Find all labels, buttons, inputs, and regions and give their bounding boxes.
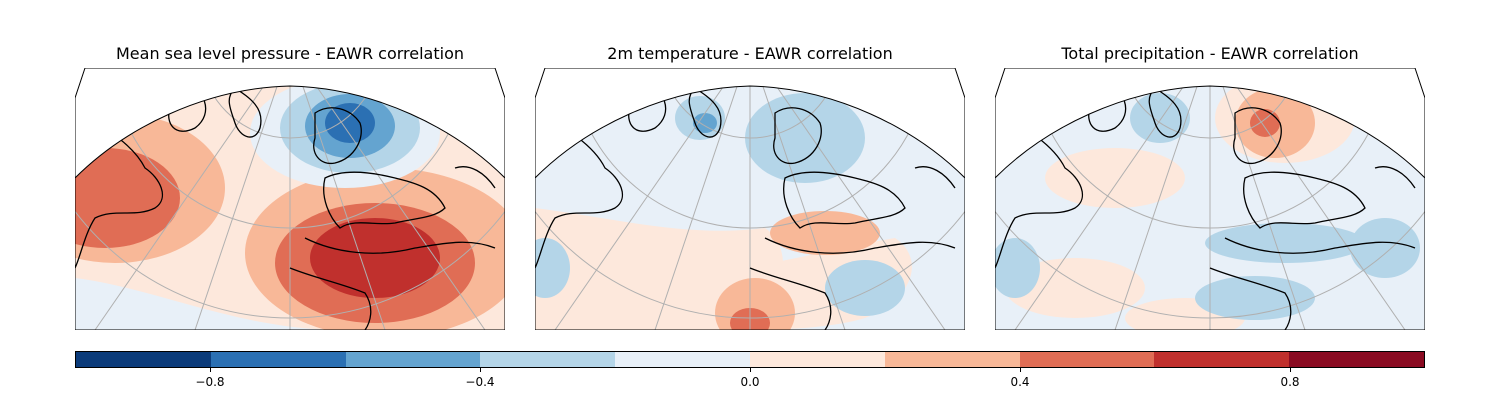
negative-anomaly-west	[995, 238, 1040, 298]
map-panel-tp	[995, 68, 1425, 330]
colorbar-tick	[210, 368, 211, 372]
positive-patch	[1045, 148, 1185, 208]
colorbar-segment	[884, 352, 1020, 367]
panel-title-t2m: 2m temperature - EAWR correlation	[607, 44, 893, 63]
positive-anomaly-mediterranean	[770, 211, 880, 255]
map-frame	[75, 85, 505, 330]
negative-region-south	[75, 278, 335, 330]
colorbar	[75, 351, 1425, 368]
colorbar-tick	[480, 368, 481, 372]
gridlines	[995, 86, 1425, 330]
colorbar-tick-label: −0.8	[195, 375, 225, 389]
colorbar-tick-label: 0.4	[1010, 375, 1030, 389]
negative-anomaly-southwest	[825, 260, 905, 316]
negative-anomaly-scandinavia-core	[325, 103, 375, 143]
colorbar-tick-label: 0.8	[1280, 375, 1300, 389]
colorbar-tick	[1290, 368, 1291, 372]
positive-anomaly-east	[875, 86, 965, 123]
negative-anomaly-mediterranean	[1205, 223, 1365, 263]
map-frame	[995, 85, 1425, 330]
colorbar-tick-label: 0.0	[740, 375, 760, 389]
colorbar-segment	[749, 352, 885, 367]
negative-anomaly-africa	[1195, 276, 1315, 320]
colorbar-segment	[210, 352, 346, 367]
colorbar-tick	[750, 368, 751, 372]
panel-title-mslp: Mean sea level pressure - EAWR correlati…	[116, 44, 464, 63]
colorbar-tick	[1020, 368, 1021, 372]
map-panel-mslp	[75, 68, 505, 330]
colorbar-segment	[1154, 352, 1290, 367]
map-frame	[535, 85, 965, 330]
colorbar-segment	[480, 352, 616, 367]
negative-anomaly-east	[1350, 218, 1420, 278]
map-panel-t2m	[535, 68, 965, 330]
negative-anomaly-greenland-core	[693, 113, 717, 133]
negative-anomaly-west	[535, 238, 570, 298]
negative-anomaly-scandinavia	[745, 93, 865, 183]
positive-anomaly-mediterranean-core	[310, 218, 440, 298]
gridlines	[75, 86, 505, 330]
colorbar-segment	[345, 352, 481, 367]
colorbar-segment	[615, 352, 750, 367]
positive-anomaly-west-core	[75, 148, 180, 248]
colorbar-segment	[1019, 352, 1155, 367]
panel-title-tp: Total precipitation - EAWR correlation	[1061, 44, 1359, 63]
colorbar-tick-label: −0.4	[465, 375, 495, 389]
gridlines	[535, 86, 965, 330]
colorbar-segment	[1289, 352, 1424, 367]
colorbar-segment	[76, 352, 211, 367]
positive-patch	[1005, 258, 1145, 318]
